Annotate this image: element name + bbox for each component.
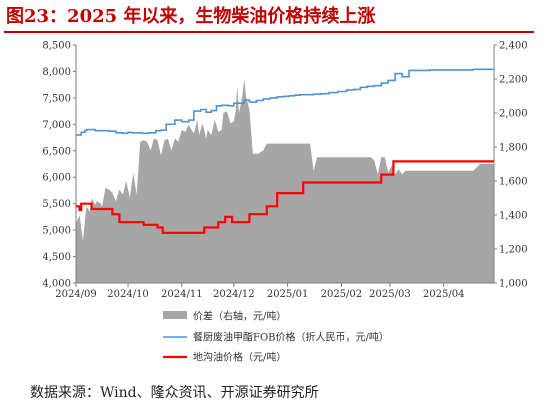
left-tick-label: 5,000 [42,226,71,237]
left-axis-ticks: 4,000 4,500 5,000 5,500 6,000 6,500 7,000 7,500… [42,41,76,290]
right-tick-label: 1,800 [499,143,528,154]
x-tick-label: 2024/12 [213,289,255,300]
spread-area [76,79,494,283]
x-tick-label: 2025/01 [267,289,309,300]
right-tick-label: 1,200 [499,245,528,256]
data-source-note: 数据来源：Wind、隆众资讯、开源证券研究所 [30,385,319,401]
chart-title: 图23：2025 年以来，生物柴油价格持续上涨 [6,6,376,27]
x-tick-label: 2025/02 [321,289,363,300]
legend-ditch-label: 地沟油价格（元/吨） [193,351,286,364]
x-tick-label: 2024/11 [161,289,203,300]
left-tick-label: 7,500 [42,93,71,104]
left-tick-label: 6,500 [42,146,71,157]
spread-area-layer [76,79,494,283]
left-tick-label: 5,500 [42,199,71,210]
right-tick-label: 1,600 [499,177,528,188]
right-tick-label: 2,400 [499,41,528,52]
ditch-oil-price-line [76,160,494,234]
right-axis-ticks: 1,000 1,200 1,400 1,600 1,800 2,000 2,200 2,400 [494,41,528,290]
fob-price-line [76,68,494,136]
left-tick-label: 7,000 [42,120,71,131]
right-tick-label: 1,400 [499,211,528,222]
x-axis-ticks: 2024/09 2024/10 2024/11 2024/12 2025/01 2025/… [55,283,464,300]
legend: 价差（右轴，元/吨） 餐厨废油甲酯FOB价格（折人民币，元/吨） 地沟油价格（元/吨… [163,310,389,364]
x-tick-label: 2025/04 [423,289,465,300]
legend-spread-swatch [163,311,187,319]
x-tick-label: 2025/03 [369,289,411,300]
x-tick-label: 2024/10 [107,289,149,300]
left-tick-label: 8,500 [42,41,71,52]
title-divider [4,31,534,33]
axes-layer [75,45,495,284]
x-tick-label: 2024/09 [55,289,97,300]
left-tick-label: 4,500 [42,252,71,263]
left-tick-label: 4,000 [42,279,71,290]
legend-spread-label: 价差（右轴，元/吨） [193,310,286,323]
right-tick-label: 2,200 [499,75,528,86]
legend-fob-label: 餐厨废油甲酯FOB价格（折人民币，元/吨） [193,331,389,344]
right-tick-label: 1,000 [499,279,528,290]
chart-canvas: 4,000 4,500 5,000 5,500 6,000 6,500 7,000 7,500… [42,41,528,364]
right-tick-label: 2,000 [499,109,528,120]
lines-layer [76,68,494,234]
left-tick-label: 8,000 [42,67,71,78]
left-tick-label: 6,000 [42,173,71,184]
